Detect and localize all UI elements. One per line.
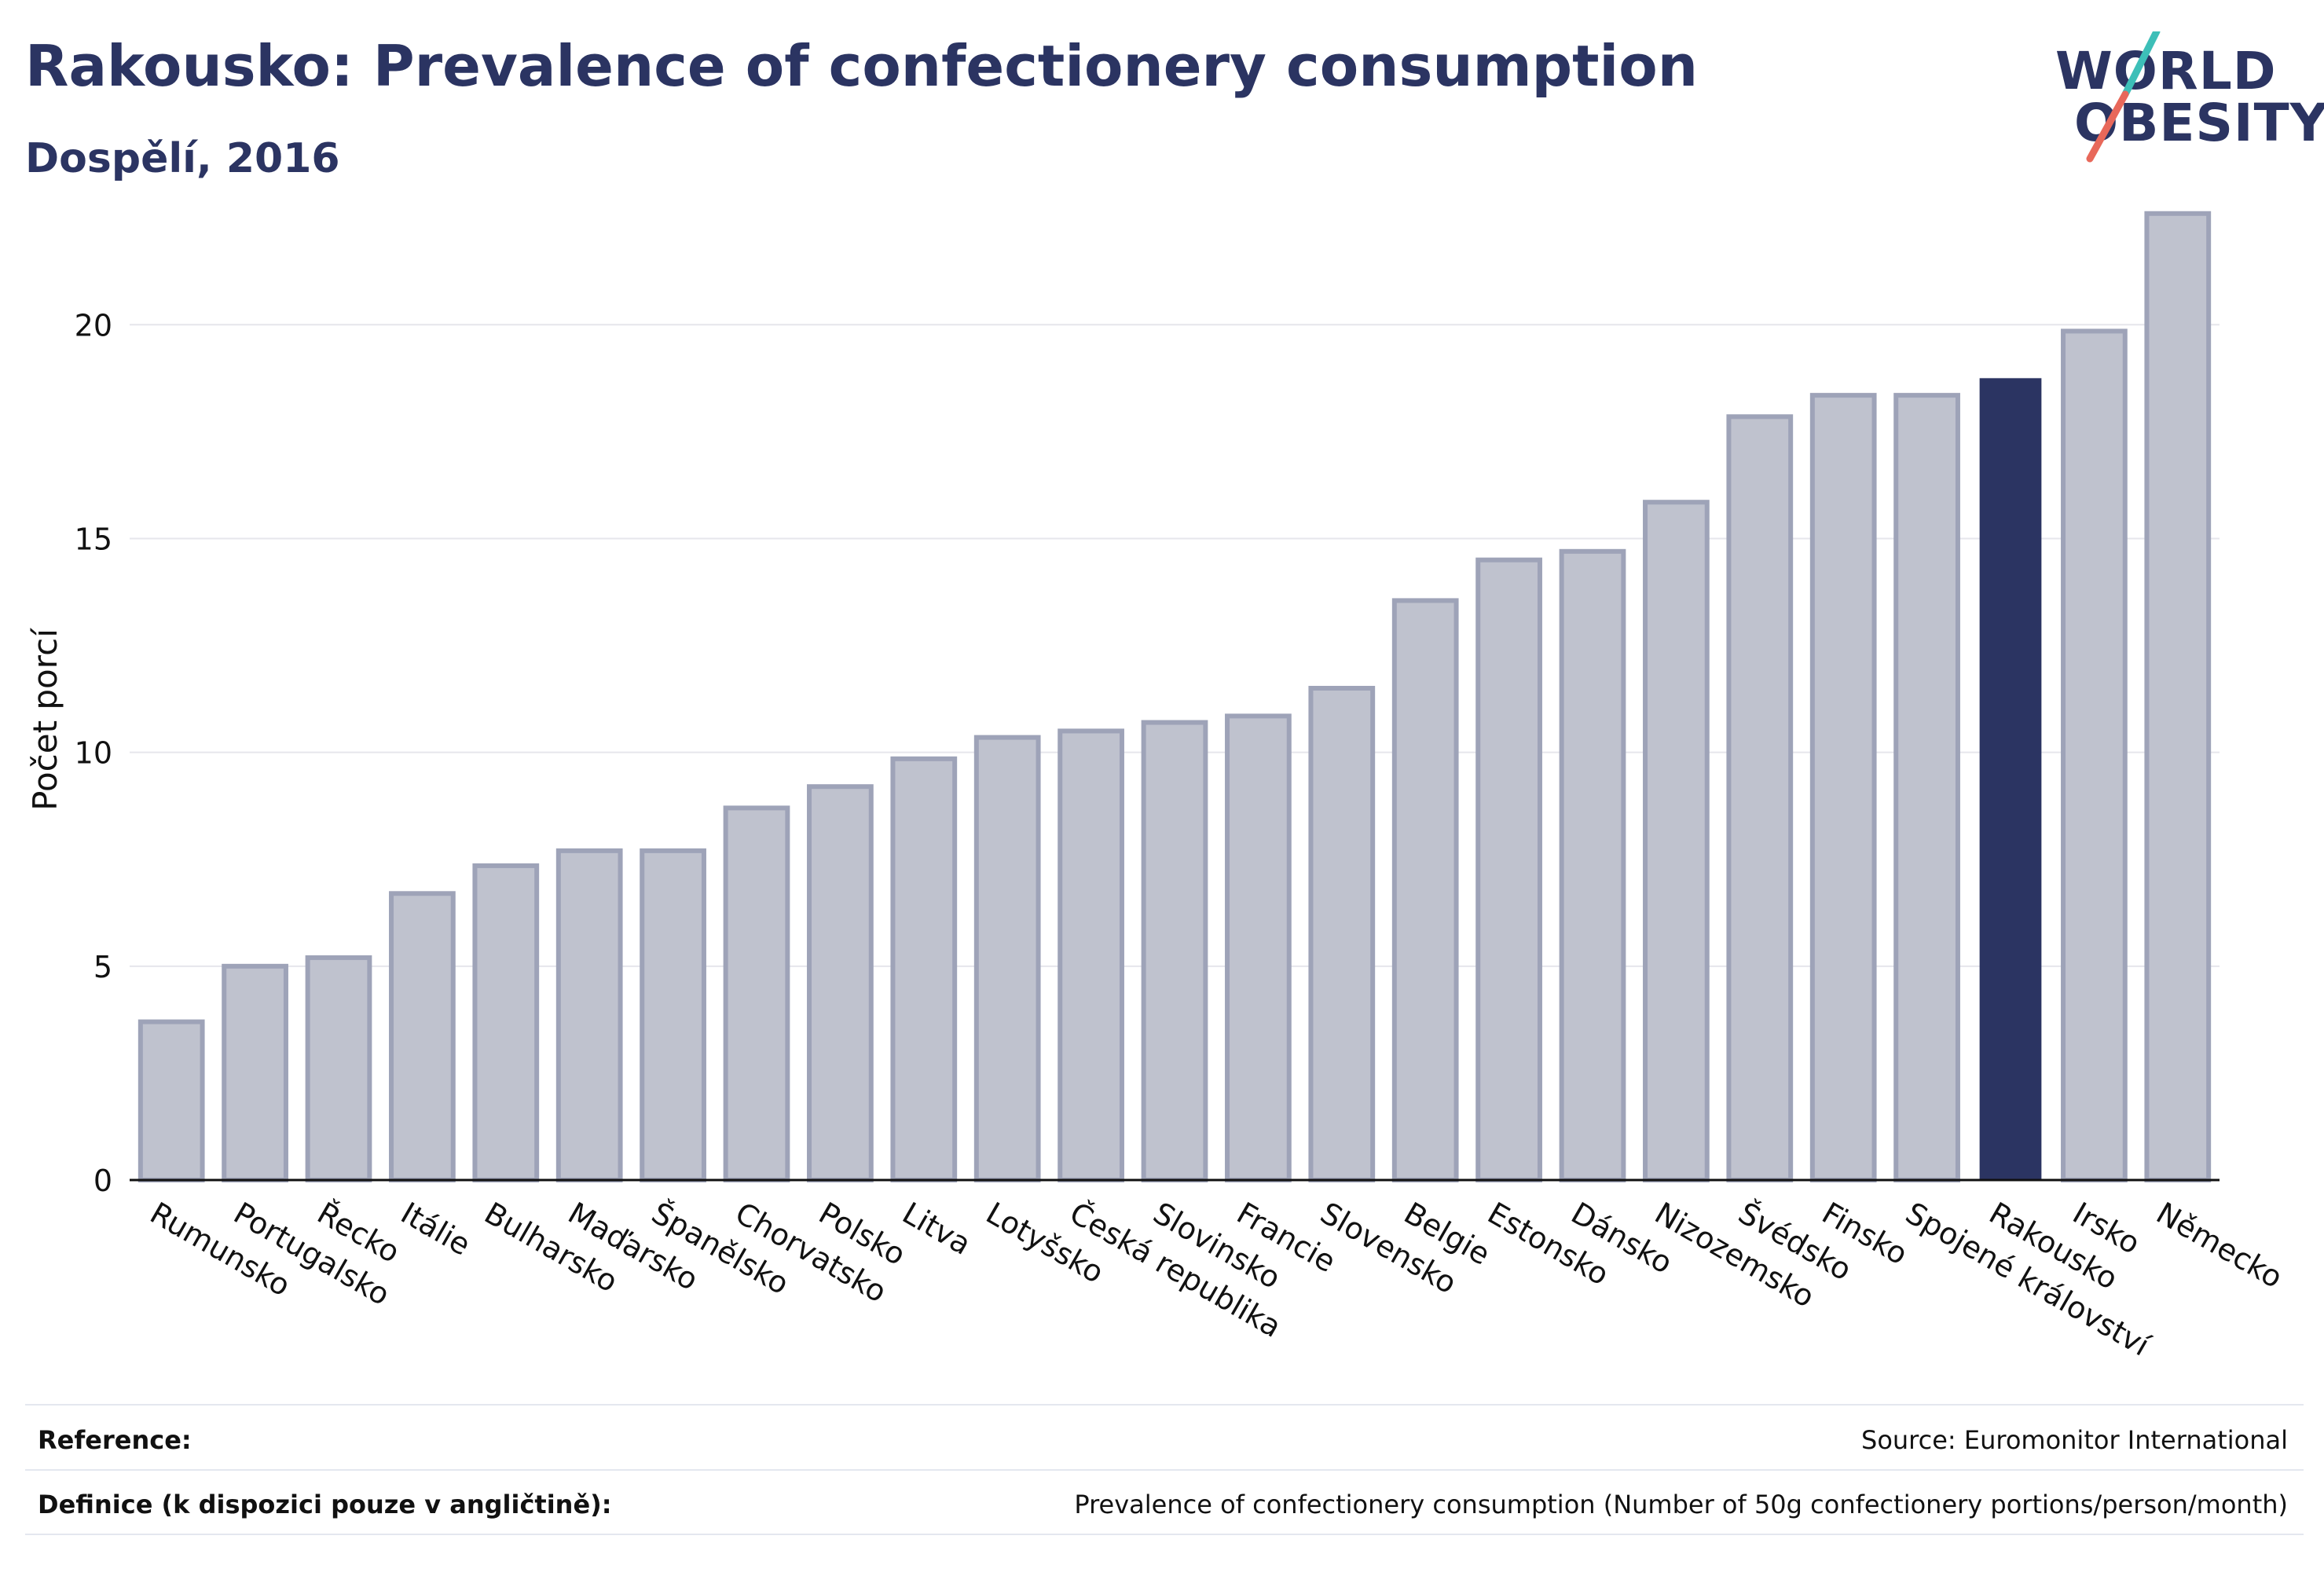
bar-21 [1893, 393, 1960, 1182]
bar-22 [1979, 378, 2042, 1180]
y-tick-label: 15 [75, 522, 112, 556]
page-subtitle: Dospělí, 2016 [25, 135, 340, 182]
y-axis-label: Počet porcí [26, 628, 64, 811]
bar-24 [2144, 211, 2212, 1182]
bar-18 [1643, 500, 1710, 1182]
x-tick-label: Itálie [395, 1196, 476, 1263]
page-title: Rakousko: Prevalence of confectionery co… [25, 33, 1698, 99]
reference-label: Reference: [38, 1425, 192, 1455]
definition-value: Prevalence of confectionery consumption … [1074, 1490, 2288, 1519]
bar-7 [723, 805, 790, 1182]
bar-15 [1391, 598, 1459, 1182]
bar-19 [1726, 414, 1794, 1182]
y-tick-label: 5 [93, 950, 112, 984]
bar-3 [389, 891, 456, 1183]
bar-5 [555, 848, 623, 1182]
reference-value: Source: Euromonitor International [1861, 1425, 2288, 1455]
x-tick-label: Litva [896, 1196, 977, 1262]
bar-14 [1308, 686, 1376, 1182]
bar-23 [2061, 328, 2128, 1182]
definition-label: Definice (k dispozici pouze v angličtině… [38, 1490, 612, 1519]
world-obesity-logo: WORLD OBESITY [2043, 31, 2324, 173]
bar-4 [472, 863, 540, 1182]
bar-10 [973, 735, 1041, 1182]
bar-8 [807, 784, 874, 1182]
bar-0 [137, 1019, 205, 1182]
y-tick-label: 0 [93, 1164, 112, 1198]
bar-20 [1809, 393, 1877, 1182]
y-tick-label: 10 [75, 736, 112, 771]
bar-2 [305, 955, 372, 1182]
bar-12 [1141, 720, 1208, 1182]
bar-16 [1475, 557, 1542, 1182]
logo-slash-icon [2086, 31, 2161, 163]
bar-17 [1559, 548, 1626, 1182]
bar-9 [890, 756, 958, 1182]
x-tick-label: Německo [2150, 1196, 2288, 1296]
bar-1 [222, 963, 288, 1182]
logo-line1: WORLD [2055, 41, 2277, 101]
footer-divider-bottom [25, 1534, 2304, 1535]
bar-13 [1225, 713, 1292, 1182]
y-tick-label: 20 [75, 308, 112, 343]
footer-divider-top [25, 1404, 2304, 1406]
footer-divider-middle [25, 1469, 2304, 1471]
bar-11 [1058, 728, 1124, 1182]
bar-6 [640, 848, 706, 1182]
